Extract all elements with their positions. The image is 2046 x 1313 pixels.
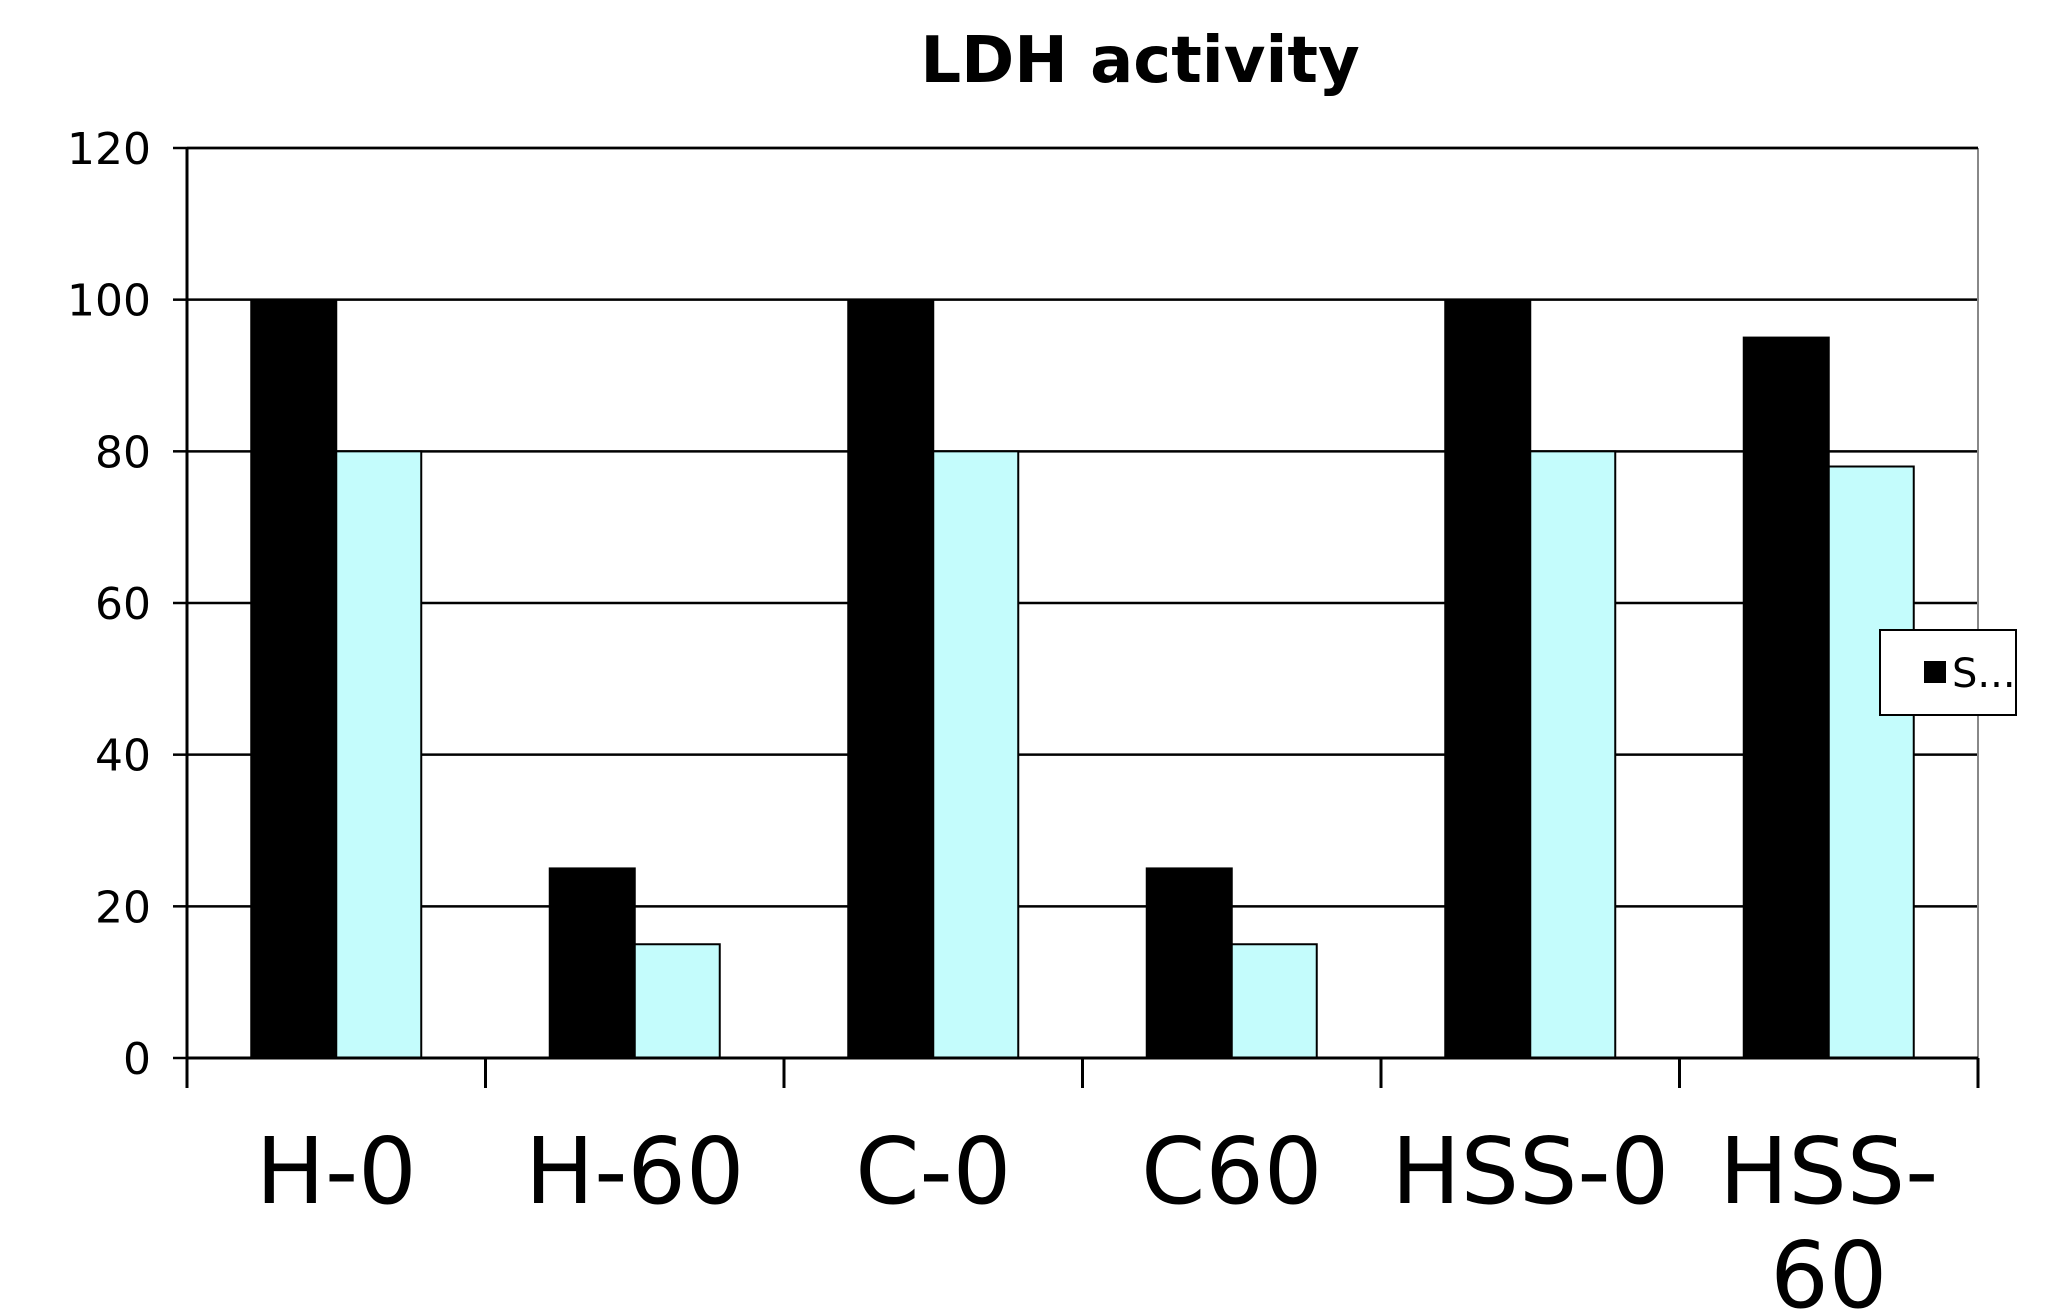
y-tick-label-20: 20 bbox=[95, 882, 151, 933]
legend-label-1: S... bbox=[1952, 651, 2016, 697]
y-tick-label-40: 40 bbox=[95, 731, 151, 782]
x-axis-tick-labels: H-0 H-60 C-0 C60 HSS-0 HSS-60 bbox=[256, 1118, 1939, 1313]
bar-series2-h-60 bbox=[633, 943, 721, 1059]
axes bbox=[173, 146, 1980, 1088]
legend-swatch-1 bbox=[1924, 661, 1946, 683]
x-tick-label-hss-60: HSS-60 bbox=[1719, 1118, 1938, 1313]
bar-series2-h-0 bbox=[335, 450, 423, 1060]
bar-series1-h-0 bbox=[250, 298, 338, 1059]
bar-series1-hss-0 bbox=[1444, 298, 1532, 1059]
bar-series1-h-60 bbox=[548, 867, 636, 1060]
bars bbox=[250, 298, 1915, 1060]
x-tick-label-c-0: C-0 bbox=[855, 1118, 1011, 1225]
bar-series2-hss-60 bbox=[1827, 465, 1915, 1059]
bar-series1-c-0 bbox=[847, 298, 935, 1059]
y-tick-label-80: 80 bbox=[95, 427, 151, 478]
x-tick-label-h-60: H-60 bbox=[525, 1118, 744, 1225]
y-axis-tick-labels: 0 20 40 60 80 100 120 bbox=[67, 124, 151, 1085]
bar-series1-hss-60 bbox=[1742, 336, 1830, 1060]
x-tick-label-h-0: H-0 bbox=[256, 1118, 417, 1225]
bar-series2-hss-0 bbox=[1529, 450, 1617, 1060]
legend-box[interactable] bbox=[1879, 629, 2017, 716]
bar-series2-c60 bbox=[1230, 943, 1318, 1059]
y-tick-label-60: 60 bbox=[95, 579, 151, 630]
bar-series1-c60 bbox=[1145, 867, 1233, 1060]
gridlines bbox=[187, 146, 1978, 908]
y-tick-label-120: 120 bbox=[67, 124, 151, 175]
bar-series2-c-0 bbox=[932, 450, 1020, 1060]
x-tick-label-hss-0: HSS-0 bbox=[1391, 1118, 1669, 1225]
y-tick-label-100: 100 bbox=[67, 276, 151, 327]
x-tick-label-c60: C60 bbox=[1141, 1118, 1322, 1225]
chart-title: LDH activity bbox=[920, 24, 1359, 98]
y-tick-label-0: 0 bbox=[123, 1034, 151, 1085]
legend[interactable]: S... bbox=[1879, 629, 2017, 716]
